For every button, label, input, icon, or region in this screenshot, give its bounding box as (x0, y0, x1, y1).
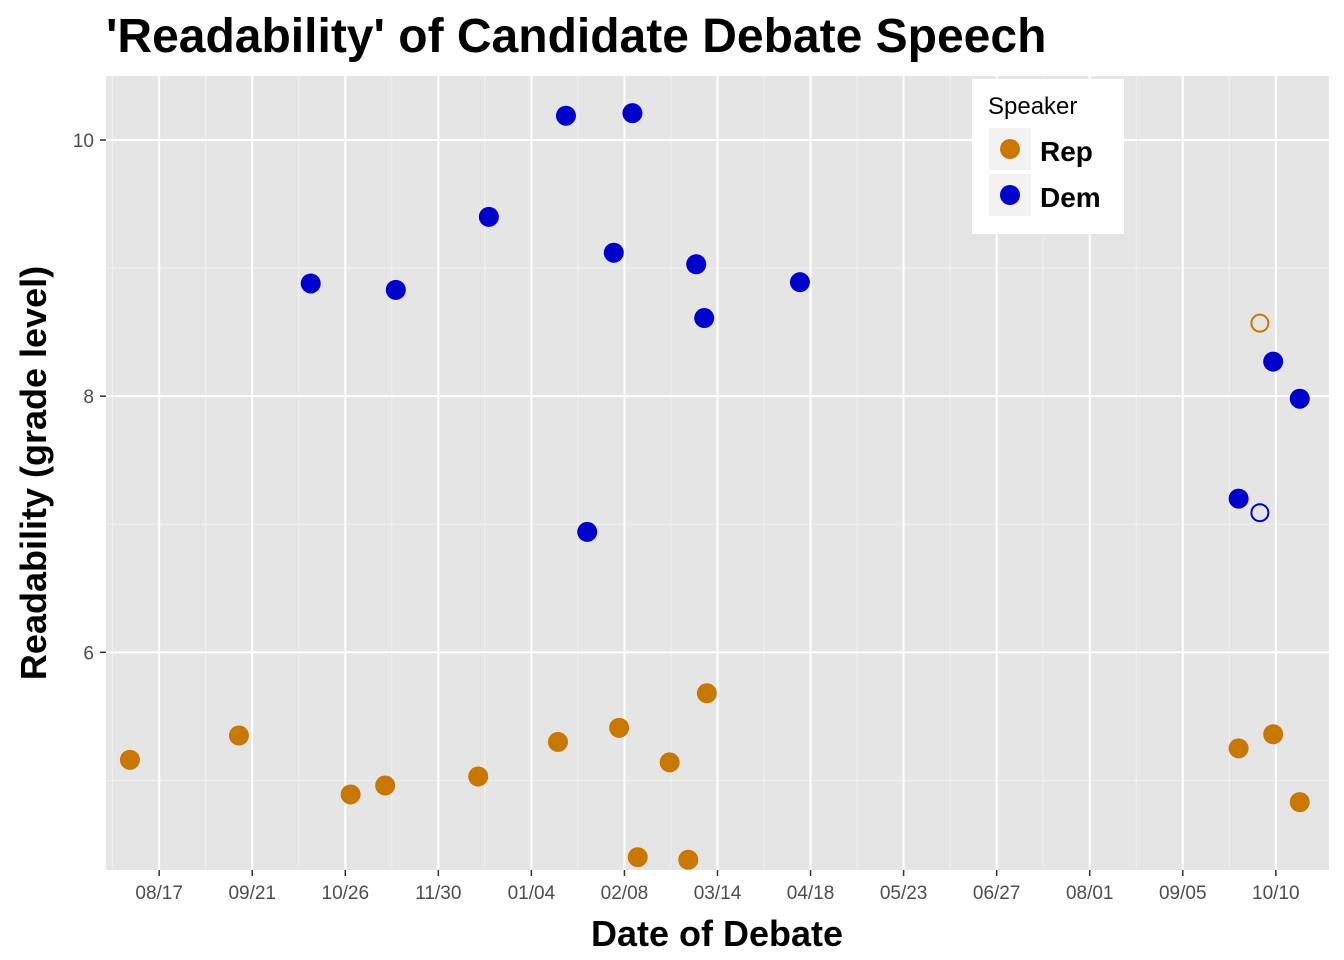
x-tick-label: 01/04 (508, 883, 556, 904)
y-tick-label: 10 (73, 131, 94, 152)
data-point-dem (694, 308, 715, 329)
data-point-dem (622, 103, 643, 124)
legend-title: Speaker (988, 93, 1077, 120)
data-point-rep (228, 725, 249, 746)
legend: Speaker Rep Dem (972, 79, 1124, 234)
data-point-rep (1250, 313, 1270, 333)
x-tick-label: 10/26 (322, 883, 370, 904)
data-point-dem (603, 242, 624, 263)
x-tick-label: 04/18 (787, 883, 835, 904)
data-point-rep (340, 784, 361, 805)
x-axis-ticks: 08/17 09/21 10/26 11/30 01/04 02/08 03/14 04/18… (135, 870, 1300, 904)
x-tick-label: 02/08 (601, 883, 649, 904)
grid-major (106, 76, 1329, 870)
data-point-rep (375, 775, 396, 796)
data-point-rep (1228, 738, 1249, 759)
x-tick-label: 05/23 (880, 883, 928, 904)
data-point-rep (468, 766, 489, 787)
data-point-dem (300, 273, 321, 294)
data-point-rep (1263, 724, 1284, 745)
y-axis-ticks: 6 8 10 (73, 131, 106, 664)
x-tick-label: 08/01 (1066, 883, 1114, 904)
data-point-dem (1289, 388, 1310, 409)
x-tick-label: 08/17 (135, 883, 183, 904)
data-point-dem (1228, 488, 1249, 509)
y-axis-title: Readability (grade level) (13, 266, 54, 680)
data-point-rep (696, 683, 717, 704)
data-point-rep (1289, 792, 1310, 813)
y-tick-label: 6 (83, 643, 94, 664)
data-point-rep (678, 849, 699, 870)
data-point-rep (119, 749, 140, 770)
x-tick-label: 03/14 (694, 883, 742, 904)
x-tick-label: 09/21 (228, 883, 276, 904)
legend-key-rep-dot (1000, 139, 1020, 159)
x-tick-label: 09/05 (1159, 883, 1207, 904)
data-point-rep (627, 847, 648, 868)
x-tick-label: 10/10 (1252, 883, 1300, 904)
chart-title: 'Readability' of Candidate Debate Speech (106, 10, 1046, 63)
data-point-rep (547, 731, 568, 752)
data-point-rep (609, 717, 630, 738)
x-tick-label: 06/27 (973, 883, 1021, 904)
legend-label-dem: Dem (1040, 182, 1101, 213)
y-tick-label: 8 (83, 387, 94, 408)
data-point-dem (555, 105, 576, 126)
data-point-dem (577, 521, 598, 542)
data-point-dem (1250, 503, 1270, 523)
data-points (119, 103, 1310, 870)
legend-label-rep: Rep (1040, 136, 1093, 167)
data-point-dem (385, 279, 406, 300)
legend-key-dem-dot (1000, 185, 1020, 205)
data-point-dem (686, 254, 707, 275)
x-tick-label: 11/30 (415, 883, 461, 904)
data-point-rep (659, 752, 680, 773)
x-axis-title: Date of Debate (591, 913, 843, 954)
data-point-dem (789, 272, 810, 293)
data-point-dem (478, 206, 499, 227)
data-point-dem (1263, 351, 1284, 372)
